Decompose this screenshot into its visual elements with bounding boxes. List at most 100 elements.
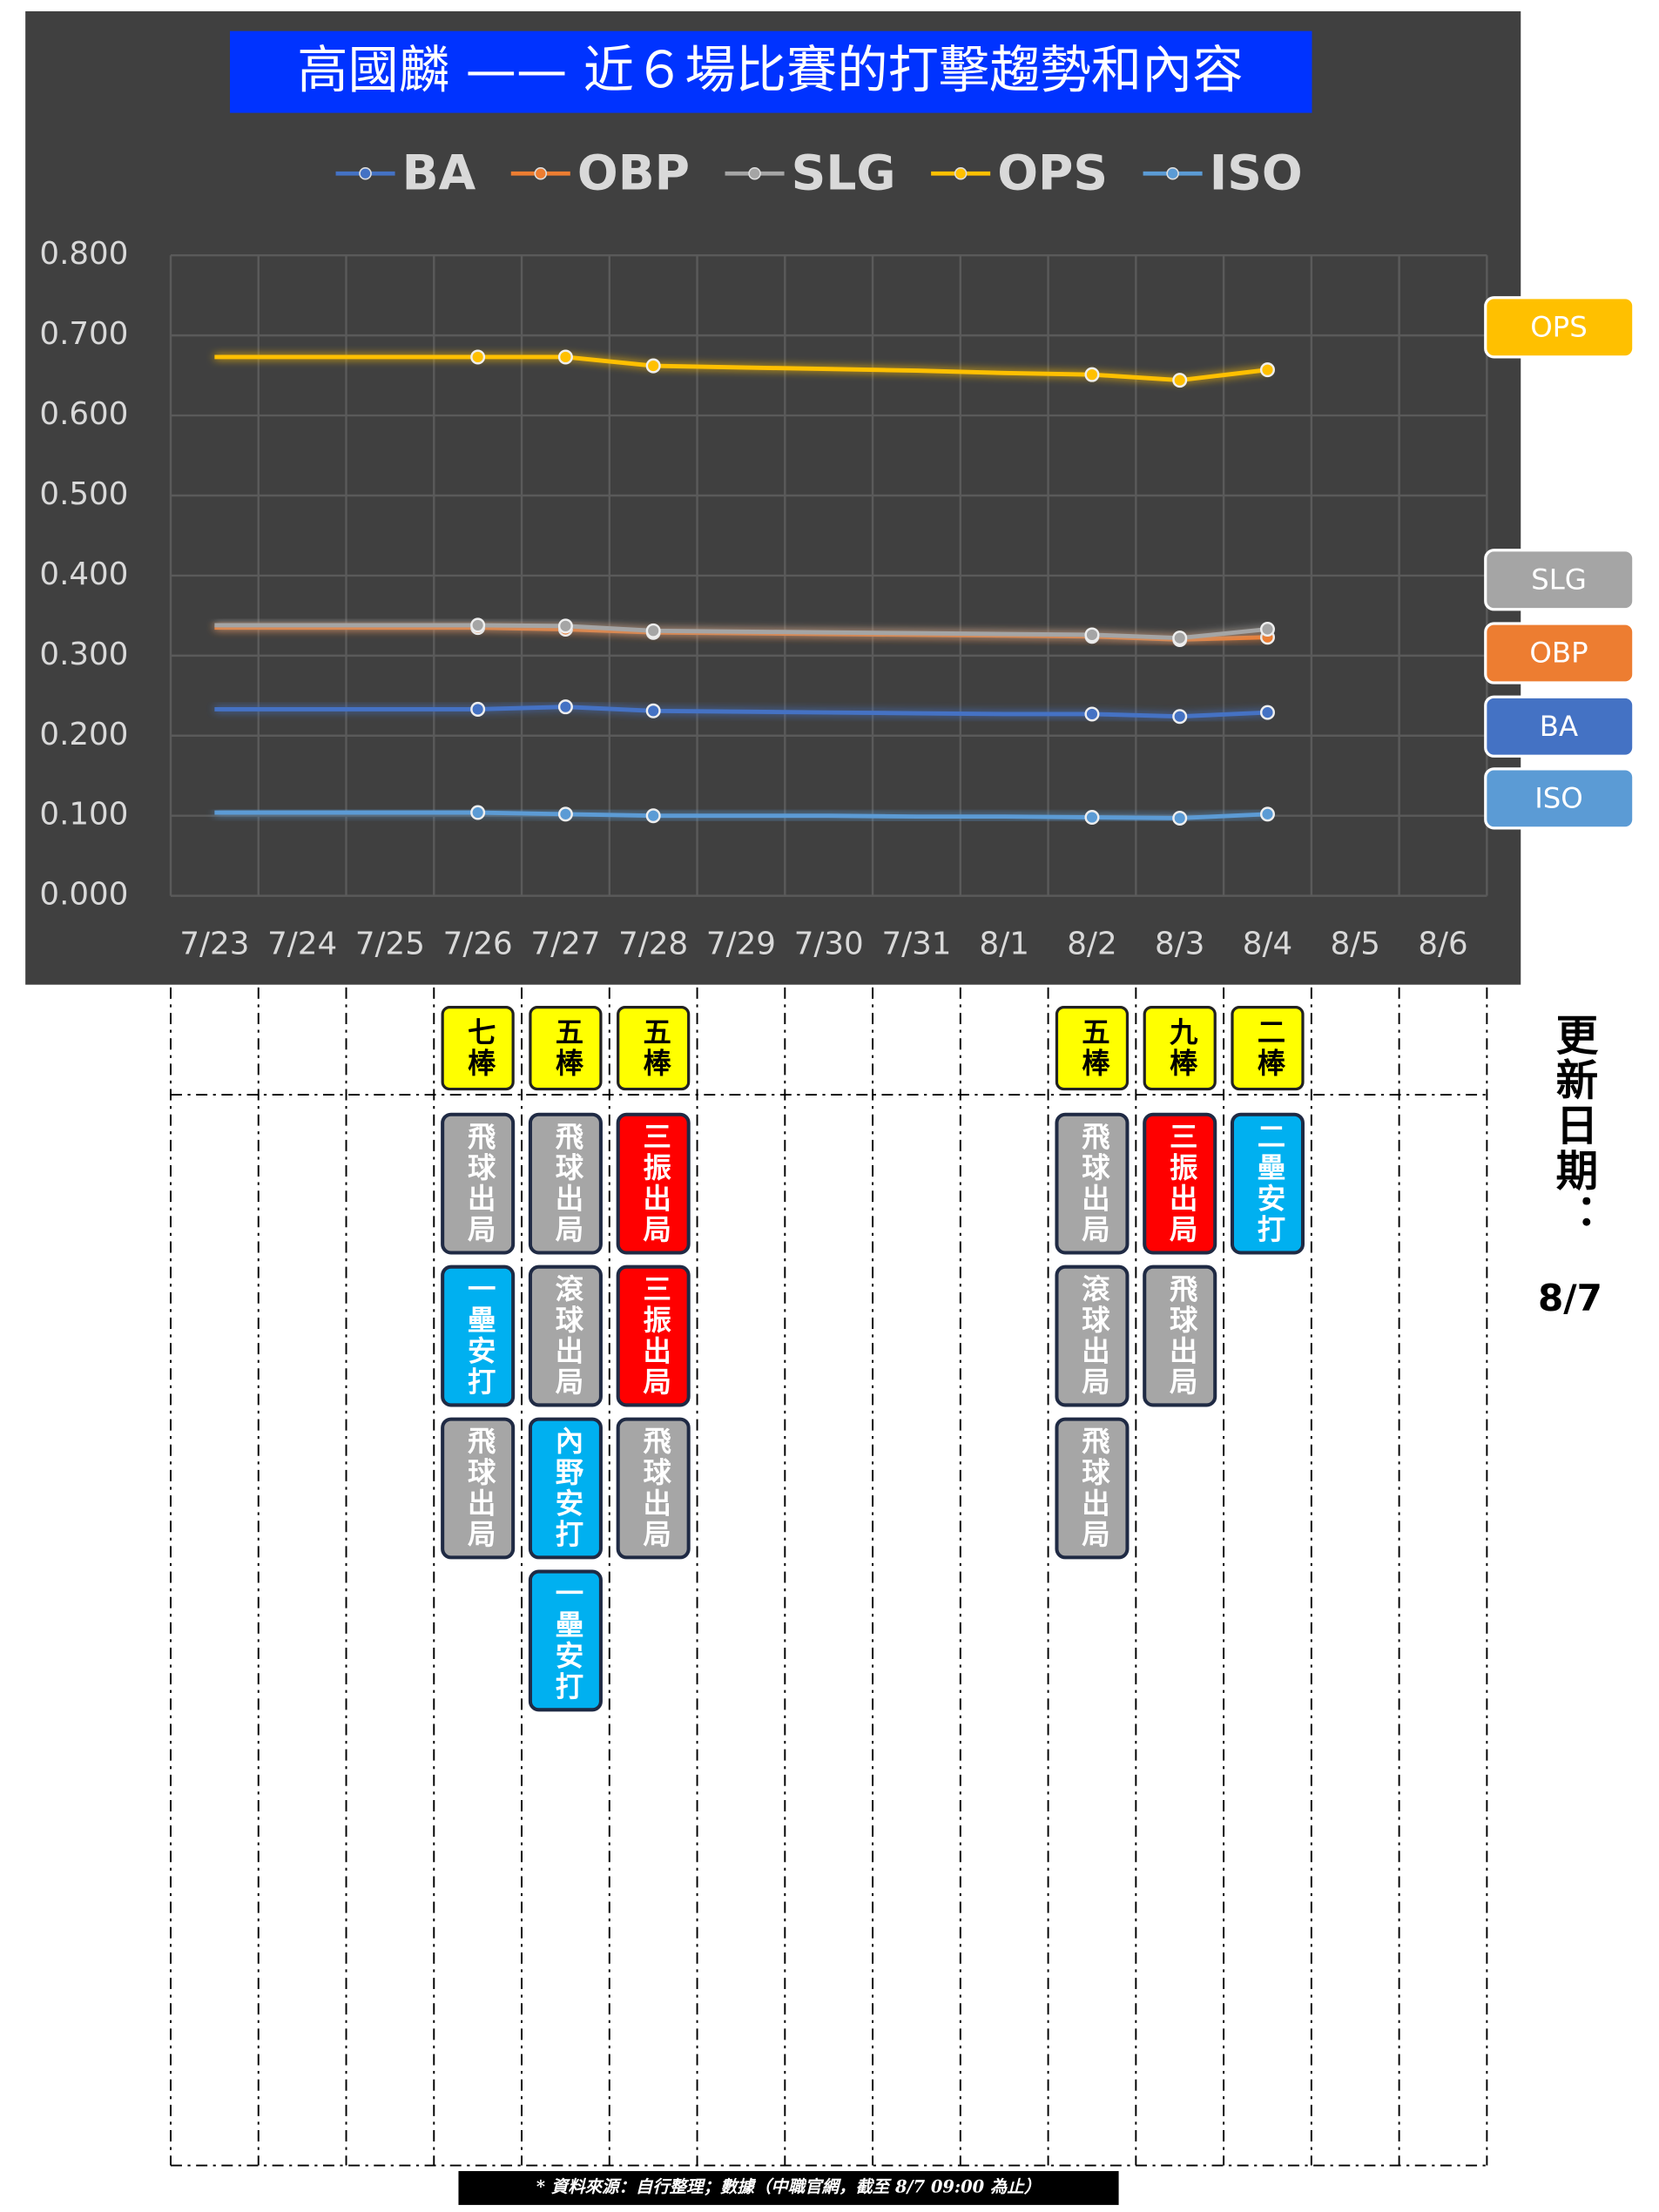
y-tick-label: 0.600	[39, 396, 128, 432]
data-point	[1172, 631, 1188, 646]
x-tick-label: 7/31	[881, 926, 951, 961]
series-tag	[1484, 695, 1635, 758]
y-tick-label: 0.800	[39, 236, 128, 272]
data-point	[557, 806, 573, 822]
result-box	[441, 1417, 516, 1560]
legend-label: SLG	[792, 145, 896, 201]
result-label: 飛球出局	[638, 1426, 671, 1551]
y-tick-label: 0.000	[39, 877, 128, 913]
data-point	[1084, 706, 1100, 722]
legend-marker	[748, 166, 761, 180]
result-label: 三振出局	[638, 1274, 671, 1399]
legend-marker	[534, 166, 548, 180]
x-tick-label: 7/24	[267, 926, 337, 961]
source-box	[458, 2171, 1119, 2205]
data-point	[1259, 705, 1275, 720]
y-tick-label: 0.300	[39, 637, 128, 672]
data-point	[1172, 709, 1188, 725]
result-label: 一壘安打	[463, 1274, 496, 1399]
data-point	[1259, 362, 1275, 378]
result-label: 三振出局	[1165, 1122, 1198, 1246]
data-point	[1084, 627, 1100, 643]
result-label: 一壘安打	[550, 1579, 583, 1703]
result-box	[528, 1569, 603, 1712]
result-box	[616, 1417, 691, 1560]
data-point	[470, 701, 486, 717]
data-point	[470, 349, 486, 365]
result-label: 飛球出局	[550, 1122, 583, 1246]
data-point	[1259, 622, 1275, 637]
result-box	[1055, 1264, 1130, 1407]
batting-order: 五棒	[550, 1017, 583, 1079]
batting-order: 七棒	[463, 1017, 496, 1079]
result-box	[441, 1264, 516, 1407]
legend-label: OBP	[577, 145, 690, 201]
result-box	[1055, 1417, 1130, 1560]
result-label: 飛球出局	[463, 1426, 496, 1551]
batting-order-box	[617, 1005, 691, 1091]
x-tick-label: 8/6	[1418, 926, 1467, 961]
batting-order-box	[1231, 1005, 1305, 1091]
data-point	[470, 617, 486, 633]
legend-marker	[359, 166, 372, 180]
series-tag-label: BA	[1540, 710, 1578, 743]
result-box	[441, 1112, 516, 1255]
series-tag	[1484, 767, 1635, 830]
series-tag-label: ISO	[1534, 781, 1583, 814]
data-point	[645, 703, 661, 718]
y-tick-label: 0.400	[39, 556, 128, 592]
series-tag	[1484, 549, 1635, 611]
data-point	[470, 805, 486, 820]
result-box	[528, 1417, 603, 1560]
batting-order-box	[1143, 1005, 1217, 1091]
result-label: 飛球出局	[463, 1122, 496, 1246]
result-box	[616, 1264, 691, 1407]
y-tick-label: 0.100	[39, 797, 128, 833]
data-point	[557, 699, 573, 715]
series-tag	[1484, 622, 1635, 685]
chart-title: 高國麟 —— 近６場比賽的打擊趨勢和內容	[297, 40, 1243, 99]
legend-marker	[1166, 166, 1179, 180]
series-tag-label: SLG	[1531, 563, 1587, 596]
y-tick-label: 0.200	[39, 717, 128, 752]
legend-marker	[954, 166, 968, 180]
result-label: 滾球出局	[550, 1274, 583, 1399]
result-label: 飛球出局	[1077, 1426, 1110, 1551]
y-tick-label: 0.500	[39, 476, 128, 512]
legend-label: OPS	[997, 145, 1108, 201]
x-tick-label: 8/2	[1067, 926, 1116, 961]
series-tag-label: OBP	[1529, 637, 1588, 670]
data-point	[645, 808, 661, 824]
batting-order: 九棒	[1165, 1017, 1198, 1079]
data-point	[1084, 810, 1100, 826]
result-box	[528, 1264, 603, 1407]
x-tick-label: 8/5	[1331, 926, 1380, 961]
result-label: 二壘安打	[1252, 1122, 1285, 1246]
x-tick-label: 7/27	[530, 926, 600, 961]
data-point	[1172, 810, 1188, 826]
result-box	[616, 1112, 691, 1255]
x-tick-label: 7/25	[355, 926, 425, 961]
result-box	[1143, 1112, 1217, 1255]
source-note: * 資料來源：自行整理；數據（中職官網，截至 8/7 09:00 為止）	[536, 2176, 1041, 2196]
batting-order-box	[529, 1005, 603, 1091]
result-box	[1143, 1264, 1217, 1407]
data-point	[645, 358, 661, 374]
data-point	[645, 623, 661, 638]
result-box	[1230, 1112, 1305, 1255]
result-label: 內野安打	[550, 1426, 583, 1551]
x-tick-label: 7/28	[618, 926, 688, 961]
update-date: 8/7	[1538, 1277, 1602, 1319]
legend-label: BA	[402, 145, 476, 201]
x-tick-label: 7/26	[443, 926, 513, 961]
x-tick-label: 8/3	[1155, 926, 1204, 961]
x-tick-label: 7/30	[794, 926, 864, 961]
y-tick-label: 0.700	[39, 316, 128, 352]
data-point	[557, 349, 573, 365]
x-tick-label: 8/4	[1243, 926, 1292, 961]
title-box	[230, 30, 1312, 113]
series-tag-label: OPS	[1530, 310, 1588, 343]
x-tick-label: 8/1	[980, 926, 1029, 961]
